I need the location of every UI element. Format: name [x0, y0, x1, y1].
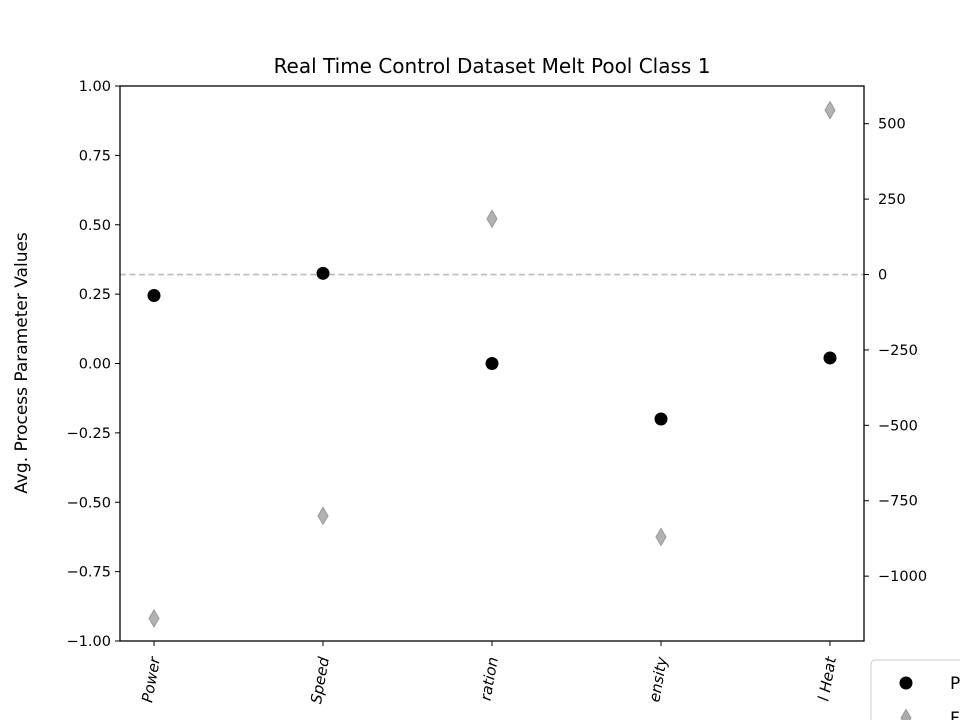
data-points-layer	[147, 100, 837, 628]
y2-tick-label: −750	[878, 494, 918, 510]
x-tick-label: ration	[477, 656, 502, 703]
data-point	[316, 266, 330, 280]
y-tick-label: 0.75	[79, 148, 111, 164]
legend-label: P	[950, 674, 960, 694]
y2-tick-label: 500	[878, 117, 906, 133]
y2-tick-label: −250	[878, 343, 918, 359]
y-tick-label: −0.50	[67, 495, 111, 511]
data-point	[655, 527, 667, 547]
y2-tick-label: −500	[878, 418, 918, 434]
chart-title: Real Time Control Dataset Melt Pool Clas…	[274, 54, 711, 78]
legend-marker	[899, 676, 913, 690]
y2-axis: 500 250 0 −250 −500 −750 −1000	[864, 117, 927, 585]
data-point	[148, 608, 160, 628]
legend-marker	[900, 708, 912, 720]
data-point	[823, 351, 837, 365]
data-point	[317, 506, 329, 526]
y-tick-label: 1.00	[79, 79, 111, 95]
x-tick-label: Speed	[307, 655, 333, 705]
y-axis: 1.00 0.75 0.50 0.25 0.00 −0.25 −0.50 −0.75 −1.00	[67, 79, 120, 650]
legend-label: F	[950, 709, 960, 720]
legend: PF	[870, 659, 960, 720]
y-tick-label: −0.25	[67, 426, 111, 442]
data-point	[147, 289, 161, 303]
y-tick-label: −1.00	[67, 634, 111, 650]
y2-tick-label: −1000	[878, 569, 927, 585]
y2-tick-label: 0	[878, 268, 887, 284]
y-axis-label: Avg. Process Parameter Values	[12, 232, 32, 494]
x-tick-label: ensity	[645, 654, 671, 703]
y-tick-label: 0.50	[79, 218, 111, 234]
x-axis: Power Speed ration ensity l Heat	[138, 641, 840, 705]
x-tick-label: l Heat	[814, 654, 840, 702]
y2-tick-label: 250	[878, 192, 906, 208]
y-tick-label: 0.00	[79, 357, 111, 373]
data-point	[486, 209, 498, 229]
legend-box	[870, 659, 960, 720]
x-tick-label: Power	[138, 655, 164, 704]
data-point	[654, 412, 668, 426]
y-tick-label: −0.75	[67, 565, 111, 581]
data-point	[485, 357, 499, 370]
data-point	[824, 100, 836, 120]
y-tick-label: 0.25	[79, 287, 111, 303]
